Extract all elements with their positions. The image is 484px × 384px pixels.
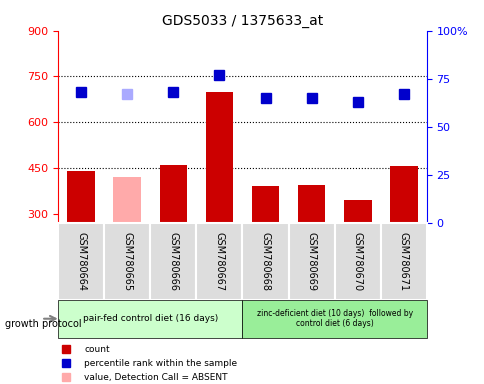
Text: zinc-deficient diet (10 days)  followed by
control diet (6 days): zinc-deficient diet (10 days) followed b… <box>256 309 412 328</box>
Text: GSM780671: GSM780671 <box>398 232 408 291</box>
Bar <box>389 166 417 223</box>
Bar <box>205 92 233 223</box>
Text: percentile rank within the sample: percentile rank within the sample <box>84 359 237 368</box>
FancyBboxPatch shape <box>150 223 196 300</box>
FancyBboxPatch shape <box>58 223 104 300</box>
Bar <box>67 171 95 223</box>
Text: GSM780669: GSM780669 <box>306 232 316 291</box>
Bar <box>159 165 187 223</box>
Bar <box>113 177 141 223</box>
FancyBboxPatch shape <box>334 223 380 300</box>
FancyBboxPatch shape <box>104 223 150 300</box>
Bar <box>343 200 371 223</box>
Bar <box>251 186 279 223</box>
FancyBboxPatch shape <box>380 223 426 300</box>
FancyBboxPatch shape <box>242 300 426 338</box>
Text: GSM780668: GSM780668 <box>260 232 270 291</box>
FancyBboxPatch shape <box>196 223 242 300</box>
Text: GSM780664: GSM780664 <box>76 232 86 291</box>
Text: count: count <box>84 345 109 354</box>
Text: growth protocol: growth protocol <box>5 319 81 329</box>
Title: GDS5033 / 1375633_at: GDS5033 / 1375633_at <box>162 14 322 28</box>
FancyBboxPatch shape <box>288 223 334 300</box>
Text: GSM780666: GSM780666 <box>168 232 178 291</box>
FancyBboxPatch shape <box>242 223 288 300</box>
Text: value, Detection Call = ABSENT: value, Detection Call = ABSENT <box>84 372 227 382</box>
Bar <box>297 185 325 223</box>
Text: GSM780665: GSM780665 <box>122 232 132 291</box>
Text: pair-fed control diet (16 days): pair-fed control diet (16 days) <box>83 314 217 323</box>
Text: GSM780670: GSM780670 <box>352 232 362 291</box>
FancyBboxPatch shape <box>58 300 242 338</box>
Text: GSM780667: GSM780667 <box>214 232 224 291</box>
